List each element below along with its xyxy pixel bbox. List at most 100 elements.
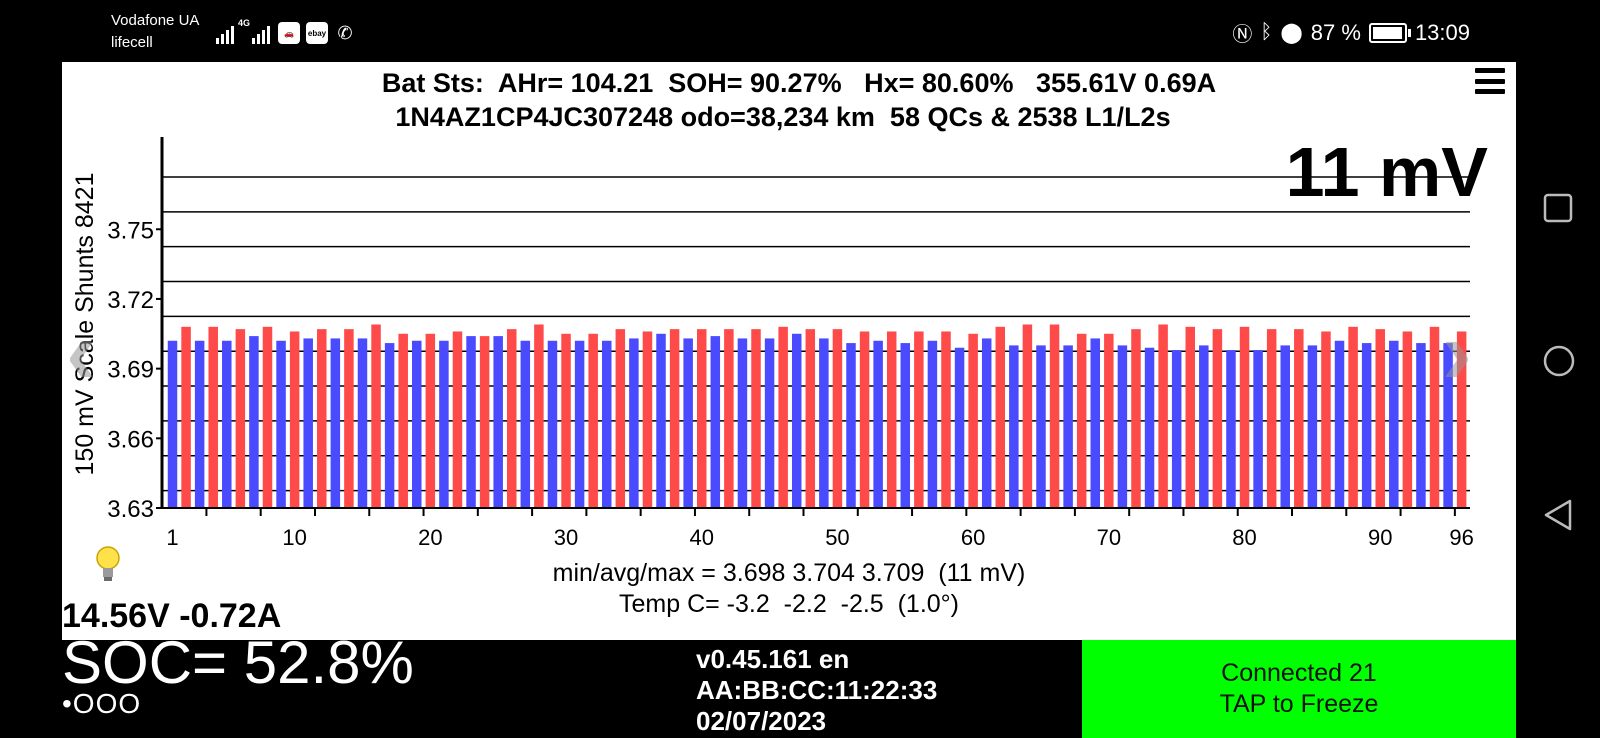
cell-bar-67 bbox=[1063, 345, 1073, 508]
x-tick-label: 30 bbox=[554, 525, 578, 550]
cell-bar-90 bbox=[1375, 329, 1385, 508]
back-icon[interactable] bbox=[1542, 498, 1574, 532]
location-icon: ⬤ bbox=[1280, 22, 1303, 44]
cell-bar-33 bbox=[601, 340, 612, 508]
device-mac-address: AA:BB:CC:11:22:33 bbox=[696, 675, 938, 705]
x-tick-label: 50 bbox=[825, 525, 849, 550]
x-tick-label: 80 bbox=[1232, 525, 1256, 550]
cell-bar-13 bbox=[330, 338, 341, 508]
cell-bar-86 bbox=[1321, 331, 1331, 508]
cell-bar-32 bbox=[588, 333, 598, 508]
signal-strength-icon bbox=[216, 26, 234, 44]
app-info: v0.45.161 en AA:BB:CC:11:22:33 02/07/202… bbox=[696, 644, 937, 737]
cell-bar-93 bbox=[1416, 343, 1426, 508]
cell-bar-7 bbox=[249, 336, 259, 508]
cell-bar-76 bbox=[1185, 326, 1195, 508]
cell-bar-83 bbox=[1280, 345, 1290, 508]
recent-apps-icon[interactable] bbox=[1542, 192, 1574, 224]
cell-bar-77 bbox=[1199, 345, 1209, 508]
cell-bar-81 bbox=[1253, 350, 1263, 508]
viber-icon: ✆ bbox=[337, 22, 353, 43]
x-tick-label: 70 bbox=[1097, 525, 1121, 550]
voltage-stats: min/avg/max = 3.698 3.704 3.709 (11 mV) bbox=[552, 559, 1026, 587]
cell-bar-49 bbox=[819, 338, 829, 508]
y-axis-label: 150 mV Scale Shunts 8421 bbox=[71, 173, 99, 476]
cell-bar-74 bbox=[1158, 324, 1168, 508]
cell-bar-19 bbox=[412, 340, 422, 508]
cell-bar-50 bbox=[832, 329, 843, 508]
connection-freeze-button[interactable]: Connected 21 TAP to Freeze bbox=[1082, 640, 1516, 738]
cell-bar-4 bbox=[208, 326, 218, 508]
freeze-hint: TAP to Freeze bbox=[1219, 690, 1379, 718]
cell-bar-1 bbox=[167, 340, 178, 508]
cell-bar-37 bbox=[656, 333, 666, 508]
battery-monitor-panel[interactable]: Bat Sts: AHr= 104.21 SOH= 90.27% Hx= 80.… bbox=[62, 62, 1516, 640]
battery-status-header: Bat Sts: AHr= 104.21 SOH= 90.27% Hx= 80.… bbox=[381, 68, 1217, 98]
cell-bar-9 bbox=[276, 340, 286, 508]
cell-bar-35 bbox=[629, 338, 639, 508]
lightbulb-icon[interactable] bbox=[92, 544, 124, 586]
cell-bar-87 bbox=[1334, 340, 1345, 508]
y-tick-label: 3.63 bbox=[107, 496, 154, 523]
cell-bar-36 bbox=[642, 331, 653, 508]
cell-bar-47 bbox=[791, 333, 802, 508]
cell-bar-27 bbox=[520, 340, 531, 508]
chart-grid bbox=[162, 176, 1470, 492]
home-icon[interactable] bbox=[1542, 344, 1576, 378]
battery-icon bbox=[1368, 22, 1411, 43]
cell-bar-92 bbox=[1402, 331, 1413, 508]
cell-bar-11 bbox=[303, 338, 313, 508]
carrier-name-1: Vodafone UA bbox=[111, 12, 200, 29]
ebay-icon: ebay bbox=[306, 22, 329, 44]
x-tick-label: 10 bbox=[282, 525, 306, 550]
cell-bar-52 bbox=[859, 331, 870, 508]
cell-bar-18 bbox=[398, 333, 408, 508]
voltage-spread-label: 11 mV bbox=[1285, 133, 1488, 211]
signal-strength-icon bbox=[252, 26, 271, 44]
cell-bar-40 bbox=[696, 329, 707, 508]
activity-indicator: •OOO bbox=[62, 688, 142, 719]
cell-bar-2 bbox=[181, 326, 191, 508]
menu-icon[interactable] bbox=[1475, 68, 1505, 94]
cell-bar-41 bbox=[710, 336, 721, 508]
cell-bar-56 bbox=[914, 331, 924, 508]
cell-bar-69 bbox=[1090, 338, 1101, 508]
cell-bar-12 bbox=[317, 329, 327, 508]
cell-bar-84 bbox=[1294, 329, 1304, 508]
cell-bar-8 bbox=[262, 326, 273, 508]
cell-bar-62 bbox=[995, 326, 1006, 508]
cell-bar-21 bbox=[439, 340, 449, 508]
x-axis-ticks: 1 10 20 30 40 50 60 70 80 90 96 bbox=[166, 508, 1474, 550]
cell-bar-5 bbox=[222, 340, 232, 508]
soc-readout: SOC= 52.8% bbox=[62, 629, 414, 696]
x-tick-label: 1 bbox=[166, 525, 178, 550]
x-tick-label: 90 bbox=[1368, 525, 1392, 550]
cell-bar-30 bbox=[561, 333, 571, 508]
cell-bar-38 bbox=[669, 329, 680, 508]
cell-bar-20 bbox=[425, 333, 436, 508]
cell-bar-46 bbox=[778, 326, 788, 508]
previous-page-arrow-icon[interactable]: ‹ bbox=[66, 303, 96, 403]
cell-bar-95 bbox=[1443, 343, 1453, 508]
cell-bar-45 bbox=[764, 338, 775, 508]
app-version: v0.45.161 en bbox=[696, 644, 850, 674]
signal-indicators: 4G 🚗 ebay ✆ bbox=[216, 18, 356, 44]
12v-battery-readout: 14.56V -0.72A bbox=[62, 597, 282, 635]
cell-bar-88 bbox=[1348, 326, 1358, 508]
y-tick-label: 3.69 bbox=[107, 357, 154, 384]
status-bar: Vodafone UA lifecell 4G 🚗 ebay ✆ Ⓝ ᛒ ⬤ 8… bbox=[0, 0, 1600, 62]
cell-bar-55 bbox=[900, 343, 911, 508]
cell-bar-51 bbox=[846, 343, 856, 508]
cell-bar-24 bbox=[479, 336, 490, 508]
next-page-arrow-icon[interactable]: › bbox=[1442, 303, 1472, 403]
cell-bar-79 bbox=[1226, 350, 1236, 508]
x-tick-label: 40 bbox=[689, 525, 713, 550]
cell-bar-66 bbox=[1049, 324, 1060, 508]
temperature-stats: Temp C= -3.2 -2.2 -2.5 (1.0°) bbox=[619, 590, 959, 618]
cell-bar-34 bbox=[615, 329, 626, 508]
carrier-name-2: lifecell bbox=[111, 34, 153, 51]
cell-bar-72 bbox=[1131, 329, 1141, 508]
car-app-icon: 🚗 bbox=[278, 22, 301, 44]
battery-percent: 87 % bbox=[1310, 19, 1361, 45]
status-right: Ⓝ ᛒ ⬤ 87 % 13:09 bbox=[1232, 18, 1470, 47]
